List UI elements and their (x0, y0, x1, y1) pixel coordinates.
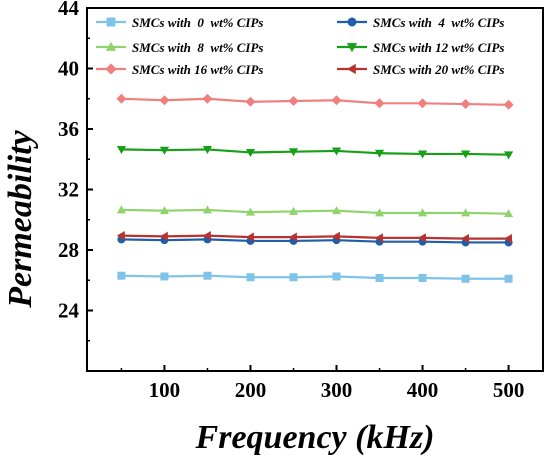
legend-item-3: SMCs with 12 wt% CIPs (337, 40, 505, 55)
data-point (159, 206, 170, 215)
data-point (160, 272, 169, 281)
series-line-4 (121, 97, 509, 106)
legend: SMCs with 0 wt% CIPs SMCs with 4 wt% CIPs… (96, 15, 505, 77)
data-point (460, 234, 469, 244)
legend-label: SMCs with 16 wt% CIPs (132, 62, 264, 77)
x-tick-label-2: 300 (321, 378, 353, 402)
data-point (116, 205, 127, 214)
data-point (460, 208, 471, 217)
data-point (503, 99, 514, 110)
data-point (375, 273, 384, 282)
series-line-1 (121, 238, 509, 244)
legend-label: SMCs with 0 wt% CIPs (132, 15, 264, 30)
data-point (159, 95, 170, 106)
data-point (202, 231, 211, 241)
data-point (461, 274, 470, 283)
data-point (418, 273, 427, 282)
legend-marker (106, 17, 116, 27)
x-tick-label-3: 400 (407, 378, 439, 402)
legend-label: SMCs with 4 wt% CIPs (373, 15, 505, 30)
data-point (159, 231, 168, 241)
legend-label: SMCs with 12 wt% CIPs (373, 40, 505, 55)
y-tick-label-0: 24 (58, 299, 80, 323)
legend-item-1: SMCs with 4 wt% CIPs (337, 15, 505, 30)
series-0 (117, 271, 513, 283)
series-5 (116, 231, 512, 244)
data-point (288, 96, 299, 107)
data-point (288, 232, 297, 242)
data-point (331, 206, 342, 215)
series-1 (117, 235, 513, 247)
y-tick-label-5: 44 (58, 0, 80, 20)
data-point (417, 208, 428, 217)
y-tick-label-2: 32 (58, 178, 79, 202)
y-tick-label-1: 28 (58, 238, 79, 262)
data-point (116, 231, 125, 241)
data-point (245, 207, 256, 216)
data-point (202, 205, 213, 214)
legend-item-5: SMCs with 20 wt% CIPs (337, 62, 505, 77)
data-point (460, 150, 471, 159)
data-point (288, 206, 299, 215)
legend-item-2: SMCs with 8 wt% CIPs (96, 40, 264, 55)
series-4 (116, 93, 514, 110)
x-tick-label-1: 200 (235, 378, 267, 402)
data-point (417, 233, 426, 243)
legend-item-0: SMCs with 0 wt% CIPs (96, 15, 264, 30)
data-point (159, 146, 170, 155)
y-tick-label-3: 36 (58, 117, 79, 141)
data-point (417, 98, 428, 109)
data-point (116, 146, 127, 155)
data-point (245, 232, 254, 242)
series-2 (116, 205, 514, 218)
legend-marker (346, 43, 358, 53)
series-line-5 (121, 234, 509, 240)
x-tick-label-0: 100 (149, 378, 181, 402)
data-point (504, 274, 513, 283)
data-point (203, 271, 212, 280)
data-point (331, 95, 342, 106)
legend-marker (347, 17, 357, 27)
legend-label: SMCs with 20 wt% CIPs (373, 62, 505, 77)
data-point (503, 209, 514, 218)
data-point (246, 273, 255, 282)
data-point (374, 208, 385, 217)
series-line-2 (121, 208, 509, 215)
data-point (289, 273, 298, 282)
data-point (202, 93, 213, 104)
data-point (374, 149, 385, 158)
data-point (116, 93, 127, 104)
series-line-0 (121, 274, 509, 280)
data-point (503, 151, 514, 160)
legend-item-4: SMCs with 16 wt% CIPs (96, 62, 264, 77)
y-axis-title: Permeability (2, 129, 39, 308)
legend-marker (105, 41, 117, 51)
data-point (331, 231, 340, 241)
data-point (503, 234, 512, 244)
x-tick-label-4: 500 (493, 378, 525, 402)
legend-marker (105, 63, 117, 75)
data-point (374, 98, 385, 109)
y-tick-label-4: 40 (58, 57, 79, 81)
data-point (460, 99, 471, 110)
x-axis-title: Frequency (kHz) (195, 419, 435, 456)
data-point (332, 272, 341, 281)
data-point (288, 148, 299, 157)
data-point (374, 233, 383, 243)
data-point (202, 146, 213, 155)
data-point (117, 271, 126, 280)
data-point (417, 150, 428, 159)
data-point (245, 149, 256, 158)
legend-marker (346, 63, 356, 75)
plot-area: 24 28 32 36 40 44 100 200 300 400 500 SMCs with 0 w… (58, 0, 544, 402)
legend-label: SMCs with 8 wt% CIPs (132, 40, 264, 55)
series-3 (116, 146, 514, 160)
data-point (245, 96, 256, 107)
series-line-3 (121, 148, 509, 156)
data-point (331, 147, 342, 156)
